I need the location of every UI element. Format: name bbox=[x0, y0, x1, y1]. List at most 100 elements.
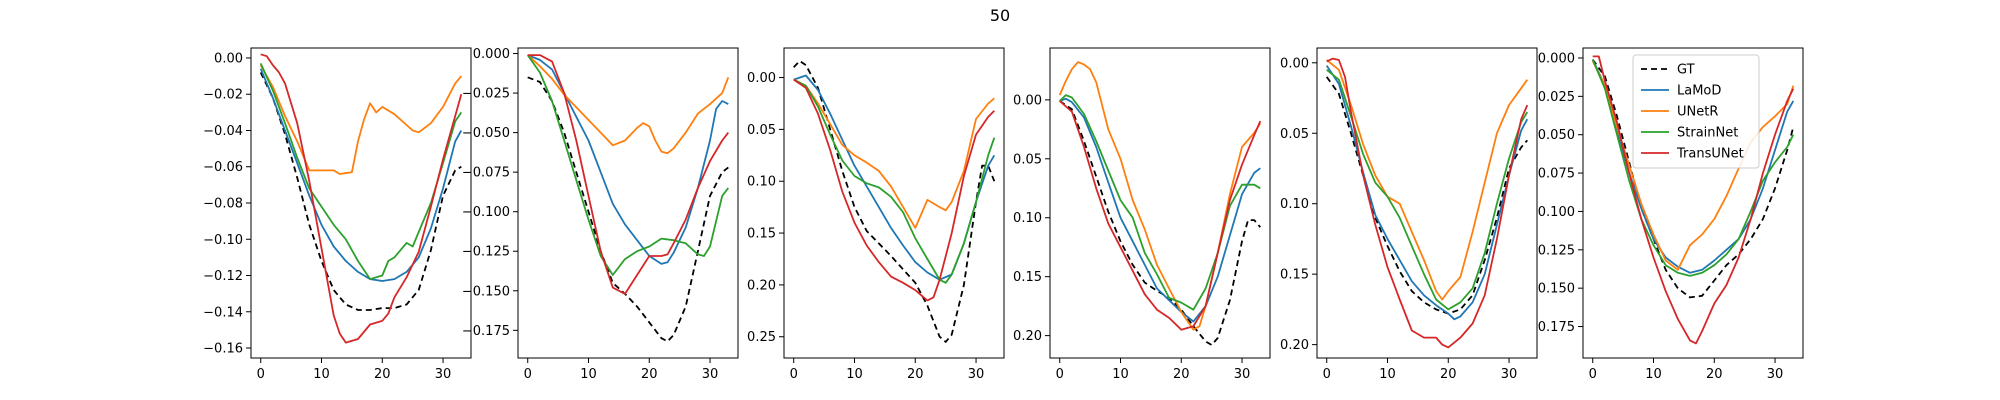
y-tick-label: 0.050 bbox=[1538, 128, 1575, 143]
x-tick-label: 10 bbox=[846, 367, 863, 382]
x-tick-label: 20 bbox=[1173, 367, 1190, 382]
series-group bbox=[793, 60, 996, 343]
x-tick-label: 20 bbox=[907, 367, 924, 382]
series-line-lamod bbox=[1059, 97, 1261, 323]
series-line-gt bbox=[1591, 58, 1795, 299]
y-tick-label: 0.10 bbox=[747, 175, 776, 190]
series-line-transunet bbox=[793, 78, 995, 302]
chart-panel-2: 0 10 20 30 0.000 −0.025 −0.050 −0.075 −0.100 −0.1… bbox=[462, 47, 739, 382]
x-tick-label: 0 bbox=[257, 367, 265, 382]
y-tick-label: 0.25 bbox=[747, 330, 776, 345]
series-group bbox=[259, 53, 463, 344]
axes-frame bbox=[517, 47, 739, 359]
series-line-gt bbox=[1059, 100, 1261, 346]
series-line-unetr bbox=[1326, 59, 1529, 301]
y-tick-label: −0.04 bbox=[203, 124, 243, 139]
series-group bbox=[1325, 57, 1529, 349]
y-tick-label: −0.14 bbox=[203, 305, 243, 320]
series-group bbox=[1058, 61, 1262, 346]
x-tick-label: 30 bbox=[702, 367, 719, 382]
series-line-strainnet bbox=[259, 63, 463, 280]
x-tick-label: 20 bbox=[641, 367, 658, 382]
y-tick-label: 0.075 bbox=[1538, 167, 1575, 182]
y-tick-label: 0.15 bbox=[1013, 270, 1042, 285]
series-line-unetr bbox=[793, 78, 995, 229]
axes-frame bbox=[1316, 47, 1538, 359]
y-tick-label: 0.125 bbox=[1538, 243, 1575, 258]
y-tick-label: 0.20 bbox=[1013, 329, 1042, 344]
y-tick-label: −0.050 bbox=[462, 126, 510, 141]
y-tick-label: −0.16 bbox=[203, 342, 243, 357]
y-tick-label: −0.125 bbox=[462, 245, 510, 260]
y-tick-label: −0.150 bbox=[462, 284, 510, 299]
axes-frame bbox=[1049, 47, 1271, 359]
series-line-gt bbox=[259, 72, 462, 311]
series-line-lamod bbox=[259, 68, 463, 282]
y-tick-label: −0.10 bbox=[203, 233, 243, 248]
y-tick-label: 0.05 bbox=[747, 123, 776, 138]
x-tick-label: 10 bbox=[1112, 367, 1129, 382]
legend-label-strainnet: StrainNet bbox=[1677, 126, 1738, 141]
y-tick-label: 0.025 bbox=[1538, 90, 1575, 105]
chart-panel-6: 0 10 20 30 0.000 0.025 0.050 0.075 0.100 0.125 0.1… bbox=[1538, 47, 1804, 382]
y-tick-label: 0.05 bbox=[1013, 152, 1042, 167]
x-tick-label: 30 bbox=[1501, 367, 1518, 382]
series-line-transunet bbox=[1592, 55, 1795, 345]
legend-label-lamod: LaMoD bbox=[1677, 84, 1721, 99]
x-tick-label: 30 bbox=[1767, 367, 1784, 382]
y-tick-label: −0.02 bbox=[203, 88, 243, 103]
y-tick-label: 0.000 bbox=[1538, 51, 1575, 66]
y-tick-label: −0.100 bbox=[462, 205, 510, 220]
x-tick-label: 0 bbox=[524, 367, 532, 382]
series-line-strainnet bbox=[1059, 94, 1261, 311]
y-tick-label: 0.05 bbox=[1280, 127, 1309, 142]
series-line-strainnet bbox=[1326, 69, 1529, 311]
series-line-transunet bbox=[260, 53, 463, 344]
legend-label-unetr: UNetR bbox=[1677, 105, 1718, 120]
series-line-strainnet bbox=[1591, 59, 1795, 277]
y-tick-label: −0.075 bbox=[462, 166, 510, 181]
x-tick-label: 0 bbox=[1056, 367, 1064, 382]
series-line-unetr bbox=[1058, 61, 1262, 331]
chart-panel-4: 0 10 20 30 0.00 0.05 0.10 0.15 0.20 bbox=[1013, 47, 1271, 382]
y-tick-label: 0.100 bbox=[1538, 205, 1575, 220]
chart-panel-1: 0 10 20 30 0.00 −0.02 −0.04 −0.06 −0.08 −0.10 −0.1… bbox=[203, 47, 472, 382]
series-group bbox=[526, 54, 730, 343]
legend-label-gt: GT bbox=[1677, 63, 1695, 78]
y-tick-label: 0.150 bbox=[1538, 282, 1575, 297]
x-tick-label: 10 bbox=[1379, 367, 1396, 382]
y-tick-label: 0.15 bbox=[1280, 268, 1309, 283]
y-tick-label: 0.00 bbox=[1280, 56, 1309, 71]
chart-panel-5: 0 10 20 30 0.00 0.05 0.10 0.15 0.20 bbox=[1280, 47, 1538, 382]
y-tick-label: −0.06 bbox=[203, 160, 243, 175]
x-tick-label: 20 bbox=[1706, 367, 1723, 382]
series-line-transunet bbox=[1326, 57, 1529, 349]
x-tick-label: 10 bbox=[1645, 367, 1662, 382]
x-tick-label: 0 bbox=[1323, 367, 1331, 382]
x-tick-label: 10 bbox=[313, 367, 330, 382]
y-tick-label: 0.10 bbox=[1013, 211, 1042, 226]
y-tick-label: −0.12 bbox=[203, 269, 243, 284]
series-line-transunet bbox=[1059, 100, 1262, 331]
axes-frame bbox=[1582, 47, 1804, 359]
x-tick-label: 10 bbox=[580, 367, 597, 382]
x-tick-label: 20 bbox=[1440, 367, 1457, 382]
x-tick-label: 30 bbox=[1234, 367, 1251, 382]
x-tick-label: 0 bbox=[1589, 367, 1597, 382]
series-line-strainnet bbox=[793, 78, 996, 284]
series-group bbox=[1591, 55, 1795, 345]
x-tick-label: 20 bbox=[374, 367, 391, 382]
series-line-transunet bbox=[527, 54, 730, 295]
legend-box bbox=[1632, 54, 1760, 169]
legend-label-transunet: TransUNet bbox=[1676, 147, 1744, 162]
legend: GT LaMoD UNetR StrainNet TransUNet bbox=[1632, 54, 1760, 169]
y-tick-label: 0.000 bbox=[473, 47, 510, 62]
figure-title: 50 bbox=[989, 6, 1011, 25]
y-tick-label: 0.00 bbox=[1013, 93, 1042, 108]
y-tick-label: 0.175 bbox=[1538, 320, 1575, 335]
y-tick-label: 0.15 bbox=[747, 227, 776, 242]
series-line-gt bbox=[527, 76, 729, 343]
y-tick-label: 0.20 bbox=[1280, 338, 1309, 353]
